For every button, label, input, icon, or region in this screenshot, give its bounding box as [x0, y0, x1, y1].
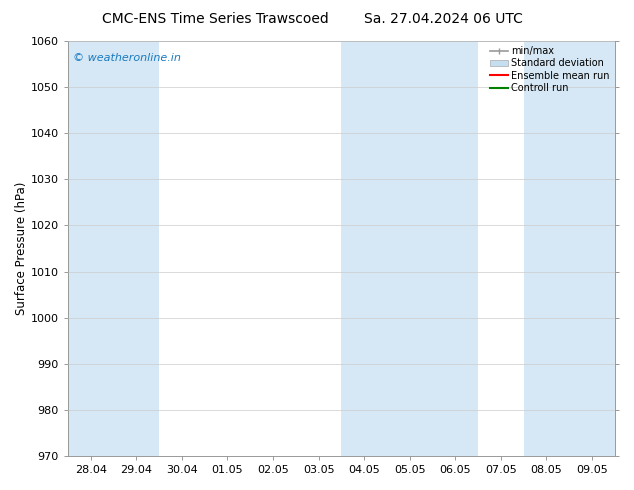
Text: Sa. 27.04.2024 06 UTC: Sa. 27.04.2024 06 UTC: [365, 12, 523, 26]
Legend: min/max, Standard deviation, Ensemble mean run, Controll run: min/max, Standard deviation, Ensemble me…: [488, 44, 612, 95]
Bar: [113, 41, 159, 456]
Y-axis label: Surface Pressure (hPa): Surface Pressure (hPa): [15, 182, 28, 315]
Bar: [341, 41, 387, 456]
Bar: [432, 41, 478, 456]
Bar: [68, 41, 113, 456]
Text: © weatheronline.in: © weatheronline.in: [74, 53, 181, 64]
Bar: [569, 41, 615, 456]
Text: CMC-ENS Time Series Trawscoed: CMC-ENS Time Series Trawscoed: [102, 12, 329, 26]
Bar: [524, 41, 569, 456]
Bar: [387, 41, 432, 456]
